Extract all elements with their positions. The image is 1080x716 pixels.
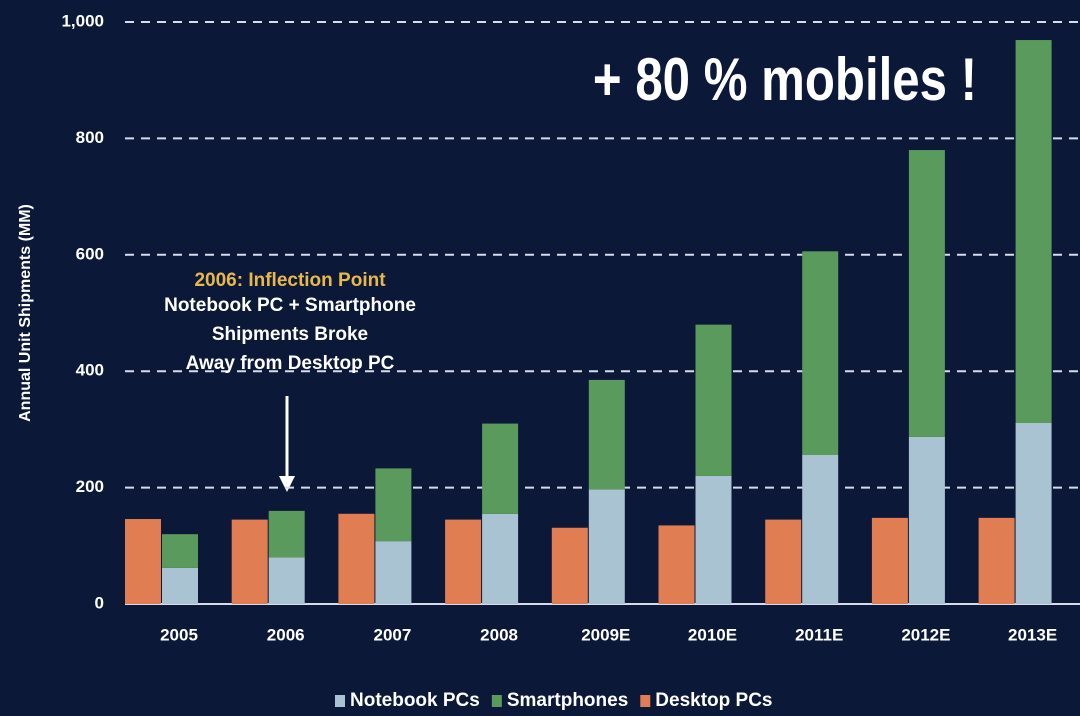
y-tick-label: 400 <box>76 361 104 380</box>
bar <box>162 534 198 568</box>
legend-swatch <box>335 695 345 707</box>
bar <box>765 519 802 604</box>
bar <box>268 510 305 558</box>
bar <box>802 455 839 604</box>
bar <box>1015 422 1052 604</box>
bar <box>695 475 732 604</box>
bar <box>695 324 732 476</box>
x-tick-label: 2006 <box>267 625 305 644</box>
bar <box>871 517 908 604</box>
bar <box>551 527 588 604</box>
bar <box>338 513 375 604</box>
bar <box>445 519 482 604</box>
bar <box>125 519 161 604</box>
legend-swatch <box>491 695 502 707</box>
legend-label: Smartphones <box>507 690 628 711</box>
bar <box>588 489 625 604</box>
headline: + 80 % mobiles ! <box>593 45 977 113</box>
legend-swatch <box>640 695 651 707</box>
y-tick-label: 1,000 <box>61 11 104 30</box>
x-tick-label: 2008 <box>480 625 518 644</box>
inflection-text: Shipments Broke <box>212 324 368 345</box>
bar <box>375 468 412 542</box>
legend-label: Notebook PCs <box>350 690 480 711</box>
bar <box>268 557 305 604</box>
bar <box>978 517 1015 604</box>
y-tick-label: 200 <box>76 477 104 496</box>
x-tick-label: 2009E <box>581 625 630 644</box>
bar <box>482 513 519 604</box>
bar <box>1015 40 1052 423</box>
x-tick-label: 2011E <box>795 625 843 644</box>
bar <box>908 436 945 604</box>
bar <box>375 541 412 604</box>
legend-label: Desktop PCs <box>655 690 772 711</box>
inflection-title: 2006: Inflection Point <box>194 270 386 291</box>
bar <box>658 525 695 604</box>
bar <box>588 379 625 490</box>
bar <box>231 519 268 604</box>
x-tick-label: 2012E <box>901 625 950 644</box>
x-tick-label: 2010E <box>688 625 737 644</box>
x-tick-label: 2007 <box>373 625 411 644</box>
x-tick-label: 2005 <box>160 625 198 644</box>
y-tick-label: 800 <box>76 128 104 147</box>
bar <box>802 251 839 456</box>
y-axis-label: Annual Unit Shipments (MM) <box>17 204 34 422</box>
inflection-text: Notebook PC + Smartphone <box>164 295 416 316</box>
bar <box>482 423 519 514</box>
x-tick-label: 2013E <box>1008 625 1057 644</box>
bar <box>162 567 198 604</box>
arrow-head <box>279 476 295 492</box>
bar <box>908 150 945 437</box>
y-tick-label: 0 <box>95 593 104 612</box>
y-tick-label: 600 <box>76 244 104 263</box>
inflection-text: Away from Desktop PC <box>186 353 395 374</box>
